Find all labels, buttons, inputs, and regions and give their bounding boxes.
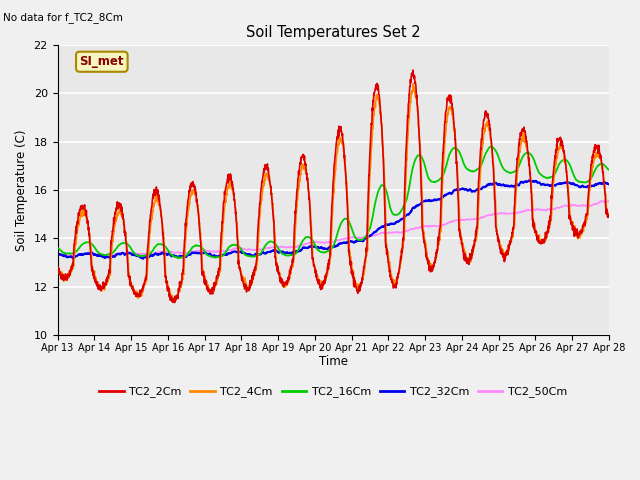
Text: SI_met: SI_met [79,55,124,68]
X-axis label: Time: Time [319,355,348,368]
Text: No data for f_TC2_8Cm: No data for f_TC2_8Cm [3,12,123,23]
Legend: TC2_2Cm, TC2_4Cm, TC2_16Cm, TC2_32Cm, TC2_50Cm: TC2_2Cm, TC2_4Cm, TC2_16Cm, TC2_32Cm, TC… [95,382,572,402]
Title: Soil Temperatures Set 2: Soil Temperatures Set 2 [246,24,420,39]
Y-axis label: Soil Temperature (C): Soil Temperature (C) [15,129,28,251]
